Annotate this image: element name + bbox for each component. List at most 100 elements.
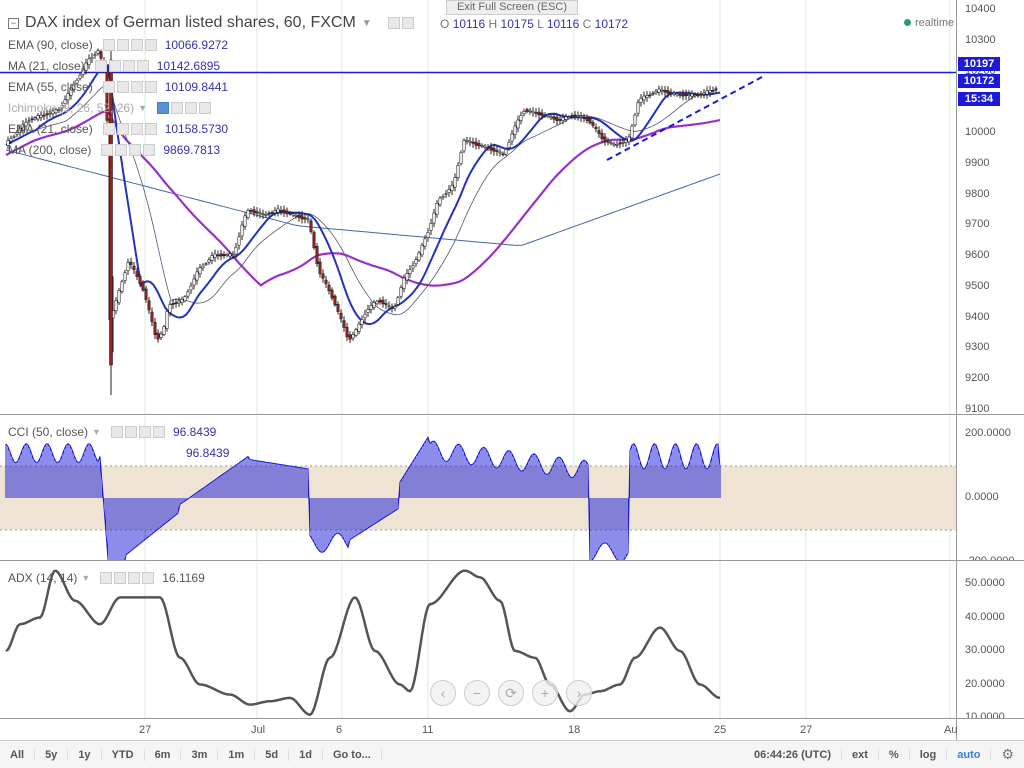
log-scale-toggle[interactable]: log [910,748,948,761]
candle-body [432,212,436,224]
collapse-icon[interactable]: − [8,17,19,29]
range-3m-button[interactable]: 3m [181,748,219,761]
chevron-down-icon[interactable]: ▼ [92,427,101,437]
adx-pane[interactable] [0,562,956,718]
eye-icon[interactable] [100,572,113,584]
range-ytd-button[interactable]: YTD [102,748,145,761]
exit-fullscreen-button[interactable]: Exit Full Screen (ESC) [446,0,578,15]
candle-body [117,290,121,303]
legend-ma21[interactable]: MA (21, close) 10142.6895 [8,59,220,73]
plus-icon[interactable] [129,144,142,156]
plus-icon[interactable] [130,39,143,51]
auto-scale-toggle[interactable]: auto [947,748,992,761]
range-1y-button[interactable]: 1y [68,748,102,761]
range-5y-button[interactable]: 5y [35,748,69,761]
range-all-button[interactable]: All [0,748,36,761]
chevron-down-icon[interactable]: ▼ [361,17,372,29]
candle-body [258,212,262,215]
plus-icon[interactable] [138,426,151,438]
range-1d-button[interactable]: 1d [289,748,323,761]
pane-separator[interactable] [0,414,1024,415]
legend-ichimoku[interactable]: Ichimoku (9, 26, 52, 26) ▼ [8,101,215,115]
plus-icon[interactable] [130,81,143,93]
legend-ma200[interactable]: MA (200, close) 9869.7813 [8,143,220,157]
eye-icon[interactable] [94,60,107,72]
eye-icon[interactable] [101,144,114,156]
gear-icon[interactable] [116,81,129,93]
plus-icon[interactable] [185,102,197,114]
candle-body [75,79,79,84]
close-icon[interactable] [199,102,211,114]
pane-separator[interactable] [0,560,1024,561]
gear-icon[interactable] [401,17,414,29]
eye-icon[interactable] [157,102,169,114]
goto-date-button[interactable]: Go to... [323,748,382,761]
cci-chart[interactable] [0,416,956,560]
close-icon[interactable] [143,144,156,156]
reset-button[interactable]: ⟳ [498,680,524,706]
gear-icon[interactable] [116,123,129,135]
percent-scale-toggle[interactable]: % [879,748,910,761]
eye-icon[interactable] [102,39,115,51]
candle-body [669,91,673,94]
gear-icon[interactable] [171,102,183,114]
utc-clock[interactable]: 06:44:26 (UTC) [744,748,843,761]
candle-body [429,222,433,231]
adx-chart[interactable] [0,562,956,718]
settings-icon[interactable] [387,17,400,29]
eye-icon[interactable] [102,123,115,135]
range-6m-button[interactable]: 6m [145,748,182,761]
candle-body [618,142,622,145]
adx-axis[interactable]: 50.0000 40.0000 30.0000 20.0000 10.0000 [957,562,1024,718]
candle-body [495,150,499,152]
close-icon[interactable] [152,426,165,438]
scroll-left-button[interactable]: ‹ [430,680,456,706]
zoom-out-button[interactable]: − [464,680,490,706]
eye-icon[interactable] [102,81,115,93]
cci-pane[interactable] [0,416,956,560]
gear-icon[interactable] [108,60,121,72]
legend-adx[interactable]: ADX (14, 14) ▼ 16.1169 [8,571,205,585]
candle-body [627,136,631,143]
legend-cci[interactable]: CCI (50, close) ▼ 96.8439 [8,425,216,439]
plus-icon[interactable] [122,60,135,72]
close-icon[interactable] [142,572,155,584]
eye-icon[interactable] [110,426,123,438]
legend-ema90[interactable]: EMA (90, close) 10066.9272 [8,38,228,52]
time-axis[interactable]: 27 Jul 6 11 18 25 27 Au [0,718,957,740]
legend-ema55[interactable]: EMA (55, close) 10109.8441 [8,80,228,94]
ohlc-readout: O 10116 H 10175 L 10116 C 10172 [440,17,628,31]
close-icon[interactable] [144,123,157,135]
gear-icon[interactable] [115,144,128,156]
low-label: L [537,17,544,31]
time-tick-label: Jul [251,724,266,736]
legend-ema21[interactable]: EMA (21, close) 10158.5730 [8,122,228,136]
plus-icon[interactable] [128,572,141,584]
legend-label: EMA (21, close) [8,122,93,136]
gear-icon[interactable]: ⚙ [1001,746,1014,762]
range-1m-button[interactable]: 1m [218,748,256,761]
candle-body [63,99,67,104]
gear-icon[interactable] [114,572,127,584]
gear-icon[interactable] [124,426,137,438]
chevron-down-icon[interactable]: ▼ [138,103,147,113]
zoom-in-button[interactable]: + [532,680,558,706]
extended-hours-toggle[interactable]: ext [842,748,879,761]
chevron-down-icon[interactable]: ▼ [81,573,91,583]
ma200-line [5,149,721,246]
candle-body [366,308,370,313]
candle-body [660,89,664,92]
candle-body [609,142,613,144]
close-icon[interactable] [144,39,157,51]
range-5d-button[interactable]: 5d [255,748,290,761]
candle-body [447,189,451,193]
candle-body [675,93,679,96]
close-icon[interactable] [144,81,157,93]
close-icon[interactable] [136,60,149,72]
scroll-right-button[interactable]: › [566,680,592,706]
gear-icon[interactable] [116,39,129,51]
plus-icon[interactable] [130,123,143,135]
adx-tick-label: 50.0000 [965,577,1005,589]
candle-body [384,303,388,305]
